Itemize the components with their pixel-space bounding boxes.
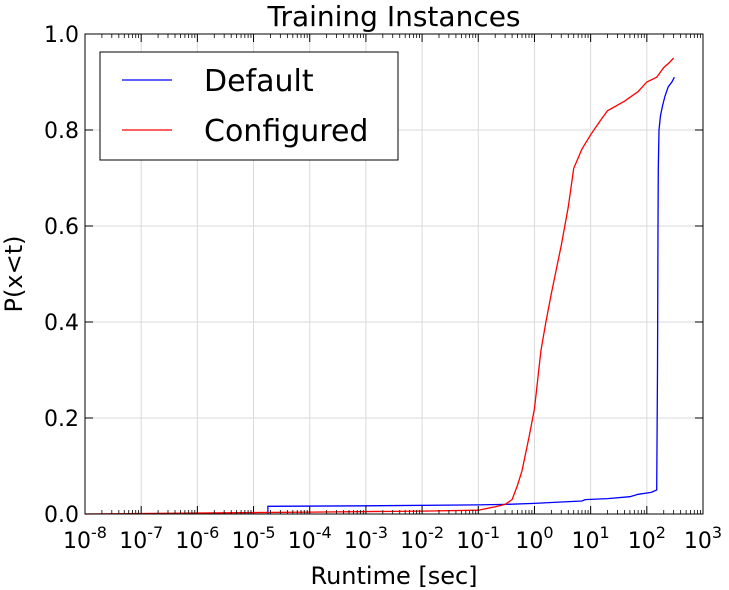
series-line-default (267, 76, 675, 514)
x-tick-label: 103 (684, 523, 722, 554)
legend-label-default: Default (204, 64, 314, 99)
x-tick-label: 10-6 (175, 523, 219, 554)
legend: Default Configured (99, 51, 399, 161)
x-tick-label: 10-7 (119, 523, 163, 554)
x-tick-label: 10-2 (400, 523, 444, 554)
chart-title: Training Instances (266, 0, 520, 33)
y-tick-label: 1.0 (44, 23, 79, 48)
series-layer (84, 57, 675, 515)
series-line-configured (84, 57, 675, 515)
x-axis-title: Runtime [sec] (310, 562, 477, 590)
x-tick-label: 10-8 (63, 523, 107, 554)
x-tick-label: 102 (628, 523, 666, 554)
legend-box (99, 51, 399, 161)
y-axis-title: P(x<t) (0, 236, 28, 313)
y-tick-label: 0.6 (44, 215, 79, 240)
y-tick-label: 0.8 (44, 119, 79, 144)
x-tick-label: 10-1 (456, 523, 500, 554)
plot-frame (84, 33, 704, 515)
x-tick-label: 10-5 (232, 523, 276, 554)
y-tick-label: 0.4 (44, 311, 79, 336)
y-tick-label: 0.2 (44, 407, 79, 432)
x-tick-label: 10-4 (288, 523, 332, 554)
x-tick-label: 101 (572, 523, 610, 554)
legend-label-configured: Configured (204, 114, 368, 149)
ticks: 10-8 10-7 10-6 10-5 10-4 10-3 10-2 10-1 100 101 10… (44, 23, 722, 554)
x-tick-label: 100 (515, 523, 553, 554)
y-tick-label: 0.0 (44, 503, 79, 528)
x-tick-label: 10-3 (344, 523, 388, 554)
